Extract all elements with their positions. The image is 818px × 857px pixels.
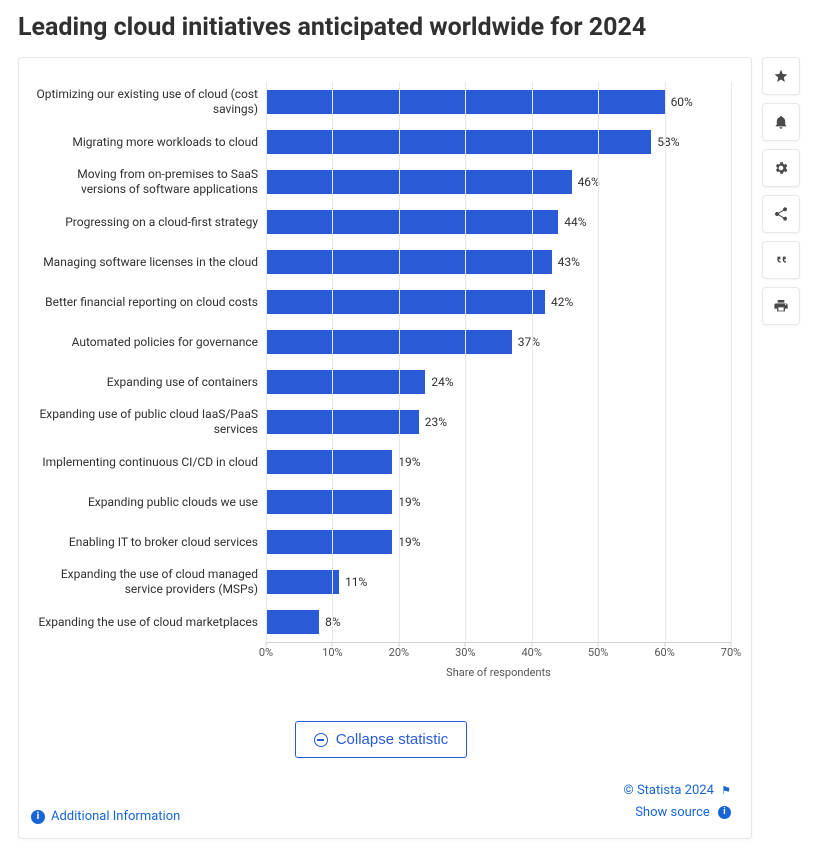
bar[interactable] (266, 330, 512, 354)
bar[interactable] (266, 170, 572, 194)
plot-area: 60% 58% 46% 44% 43% 42% 37% 24% 23% 19% 19% 19% 11% 8… (266, 82, 731, 642)
bar-value-label: 44% (564, 215, 586, 229)
bar-row: 11% (266, 562, 731, 602)
x-tick-label: 70% (721, 646, 741, 659)
alert-button[interactable] (762, 103, 800, 141)
bar[interactable] (266, 610, 319, 634)
gear-icon (773, 160, 789, 176)
bar-value-label: 42% (551, 295, 573, 309)
share-button[interactable] (762, 195, 800, 233)
x-tick-label: 60% (654, 646, 674, 659)
bar[interactable] (266, 450, 392, 474)
info-icon: i (718, 806, 731, 819)
bar-row: 42% (266, 282, 731, 322)
bar-value-label: 19% (398, 455, 420, 469)
category-label: Expanding the use of cloud marketplaces (31, 615, 266, 630)
bar-row: 58% (266, 122, 731, 162)
category-label: Enabling IT to broker cloud services (31, 535, 266, 550)
x-tick-label: 50% (588, 646, 608, 659)
bar[interactable] (266, 90, 665, 114)
page-title: Leading cloud initiatives anticipated wo… (18, 12, 800, 43)
side-toolbar (762, 57, 800, 325)
collapse-icon (314, 733, 328, 747)
x-tick-label: 30% (455, 646, 475, 659)
bar-row: 46% (266, 162, 731, 202)
category-label: Expanding the use of cloud managed servi… (31, 567, 266, 597)
bar-row: 19% (266, 442, 731, 482)
bar-row: 43% (266, 242, 731, 282)
bar[interactable] (266, 210, 558, 234)
bar-value-label: 46% (578, 175, 600, 189)
x-tick-label: 0% (259, 646, 273, 659)
bar-value-label: 8% (325, 615, 341, 629)
category-labels-column: Optimizing our existing use of cloud (co… (31, 82, 266, 679)
show-source-label: Show source (635, 805, 710, 820)
bar-value-label: 43% (558, 255, 580, 269)
category-label: Optimizing our existing use of cloud (co… (31, 87, 266, 117)
x-axis-title: Share of respondents (266, 666, 731, 679)
x-tick-label: 20% (389, 646, 409, 659)
show-source-link[interactable]: Show source i (624, 802, 732, 824)
info-icon: i (31, 810, 45, 824)
category-label: Managing software licenses in the cloud (31, 255, 266, 270)
bar-value-label: 23% (425, 415, 447, 429)
bar[interactable] (266, 290, 545, 314)
bar-row: 19% (266, 522, 731, 562)
bar-row: 8% (266, 602, 731, 642)
bar[interactable] (266, 130, 651, 154)
bar-value-label: 19% (398, 535, 420, 549)
bar-value-label: 37% (518, 335, 540, 349)
bar[interactable] (266, 570, 339, 594)
bar-value-label: 19% (398, 495, 420, 509)
bar-row: 37% (266, 322, 731, 362)
quote-icon (773, 252, 789, 268)
category-label: Migrating more workloads to cloud (31, 135, 266, 150)
print-button[interactable] (762, 287, 800, 325)
bar-row: 19% (266, 482, 731, 522)
flag-icon: ⚑ (721, 784, 731, 797)
category-label: Progressing on a cloud-first strategy (31, 215, 266, 230)
category-label: Better financial reporting on cloud cost… (31, 295, 266, 310)
copyright-text: © Statista 2024 (624, 783, 714, 798)
category-label: Moving from on-premises to SaaS versions… (31, 167, 266, 197)
copyright-link[interactable]: © Statista 2024 ⚑ (624, 780, 732, 802)
bar-value-label: 58% (657, 135, 679, 149)
additional-information-label: Additional Information (51, 809, 180, 824)
bar[interactable] (266, 370, 425, 394)
star-icon (773, 68, 789, 84)
bar[interactable] (266, 490, 392, 514)
bar-row: 23% (266, 402, 731, 442)
bar-value-label: 24% (431, 375, 453, 389)
bars-container: 60% 58% 46% 44% 43% 42% 37% 24% 23% 19% 19% 19% 11% 8… (266, 82, 731, 642)
bar-value-label: 11% (345, 575, 367, 589)
bar-row: 60% (266, 82, 731, 122)
bars-column: 60% 58% 46% 44% 43% 42% 37% 24% 23% 19% 19% 19% 11% 8… (266, 82, 731, 679)
bar[interactable] (266, 530, 392, 554)
print-icon (773, 298, 789, 314)
chart-area: Optimizing our existing use of cloud (co… (31, 82, 731, 679)
category-label: Automated policies for governance (31, 335, 266, 350)
chart-card: Optimizing our existing use of cloud (co… (18, 57, 752, 839)
x-tick-label: 10% (322, 646, 342, 659)
category-label: Implementing continuous CI/CD in cloud (31, 455, 266, 470)
bar[interactable] (266, 410, 419, 434)
share-icon (773, 206, 789, 222)
bell-icon (773, 114, 789, 130)
favorite-button[interactable] (762, 57, 800, 95)
bar-value-label: 60% (671, 95, 693, 109)
collapse-button-label: Collapse statistic (336, 731, 449, 748)
collapse-statistic-button[interactable]: Collapse statistic (295, 721, 468, 758)
settings-button[interactable] (762, 149, 800, 187)
cite-button[interactable] (762, 241, 800, 279)
additional-information-link[interactable]: i Additional Information (31, 809, 180, 824)
bar-row: 44% (266, 202, 731, 242)
bar-row: 24% (266, 362, 731, 402)
x-axis: 0%10%20%30%40%50%60%70% (266, 646, 731, 664)
bar[interactable] (266, 250, 552, 274)
x-tick-label: 40% (521, 646, 541, 659)
x-axis-line (266, 642, 731, 643)
category-label: Expanding use of containers (31, 375, 266, 390)
category-label: Expanding use of public cloud IaaS/PaaS … (31, 407, 266, 437)
category-label: Expanding public clouds we use (31, 495, 266, 510)
